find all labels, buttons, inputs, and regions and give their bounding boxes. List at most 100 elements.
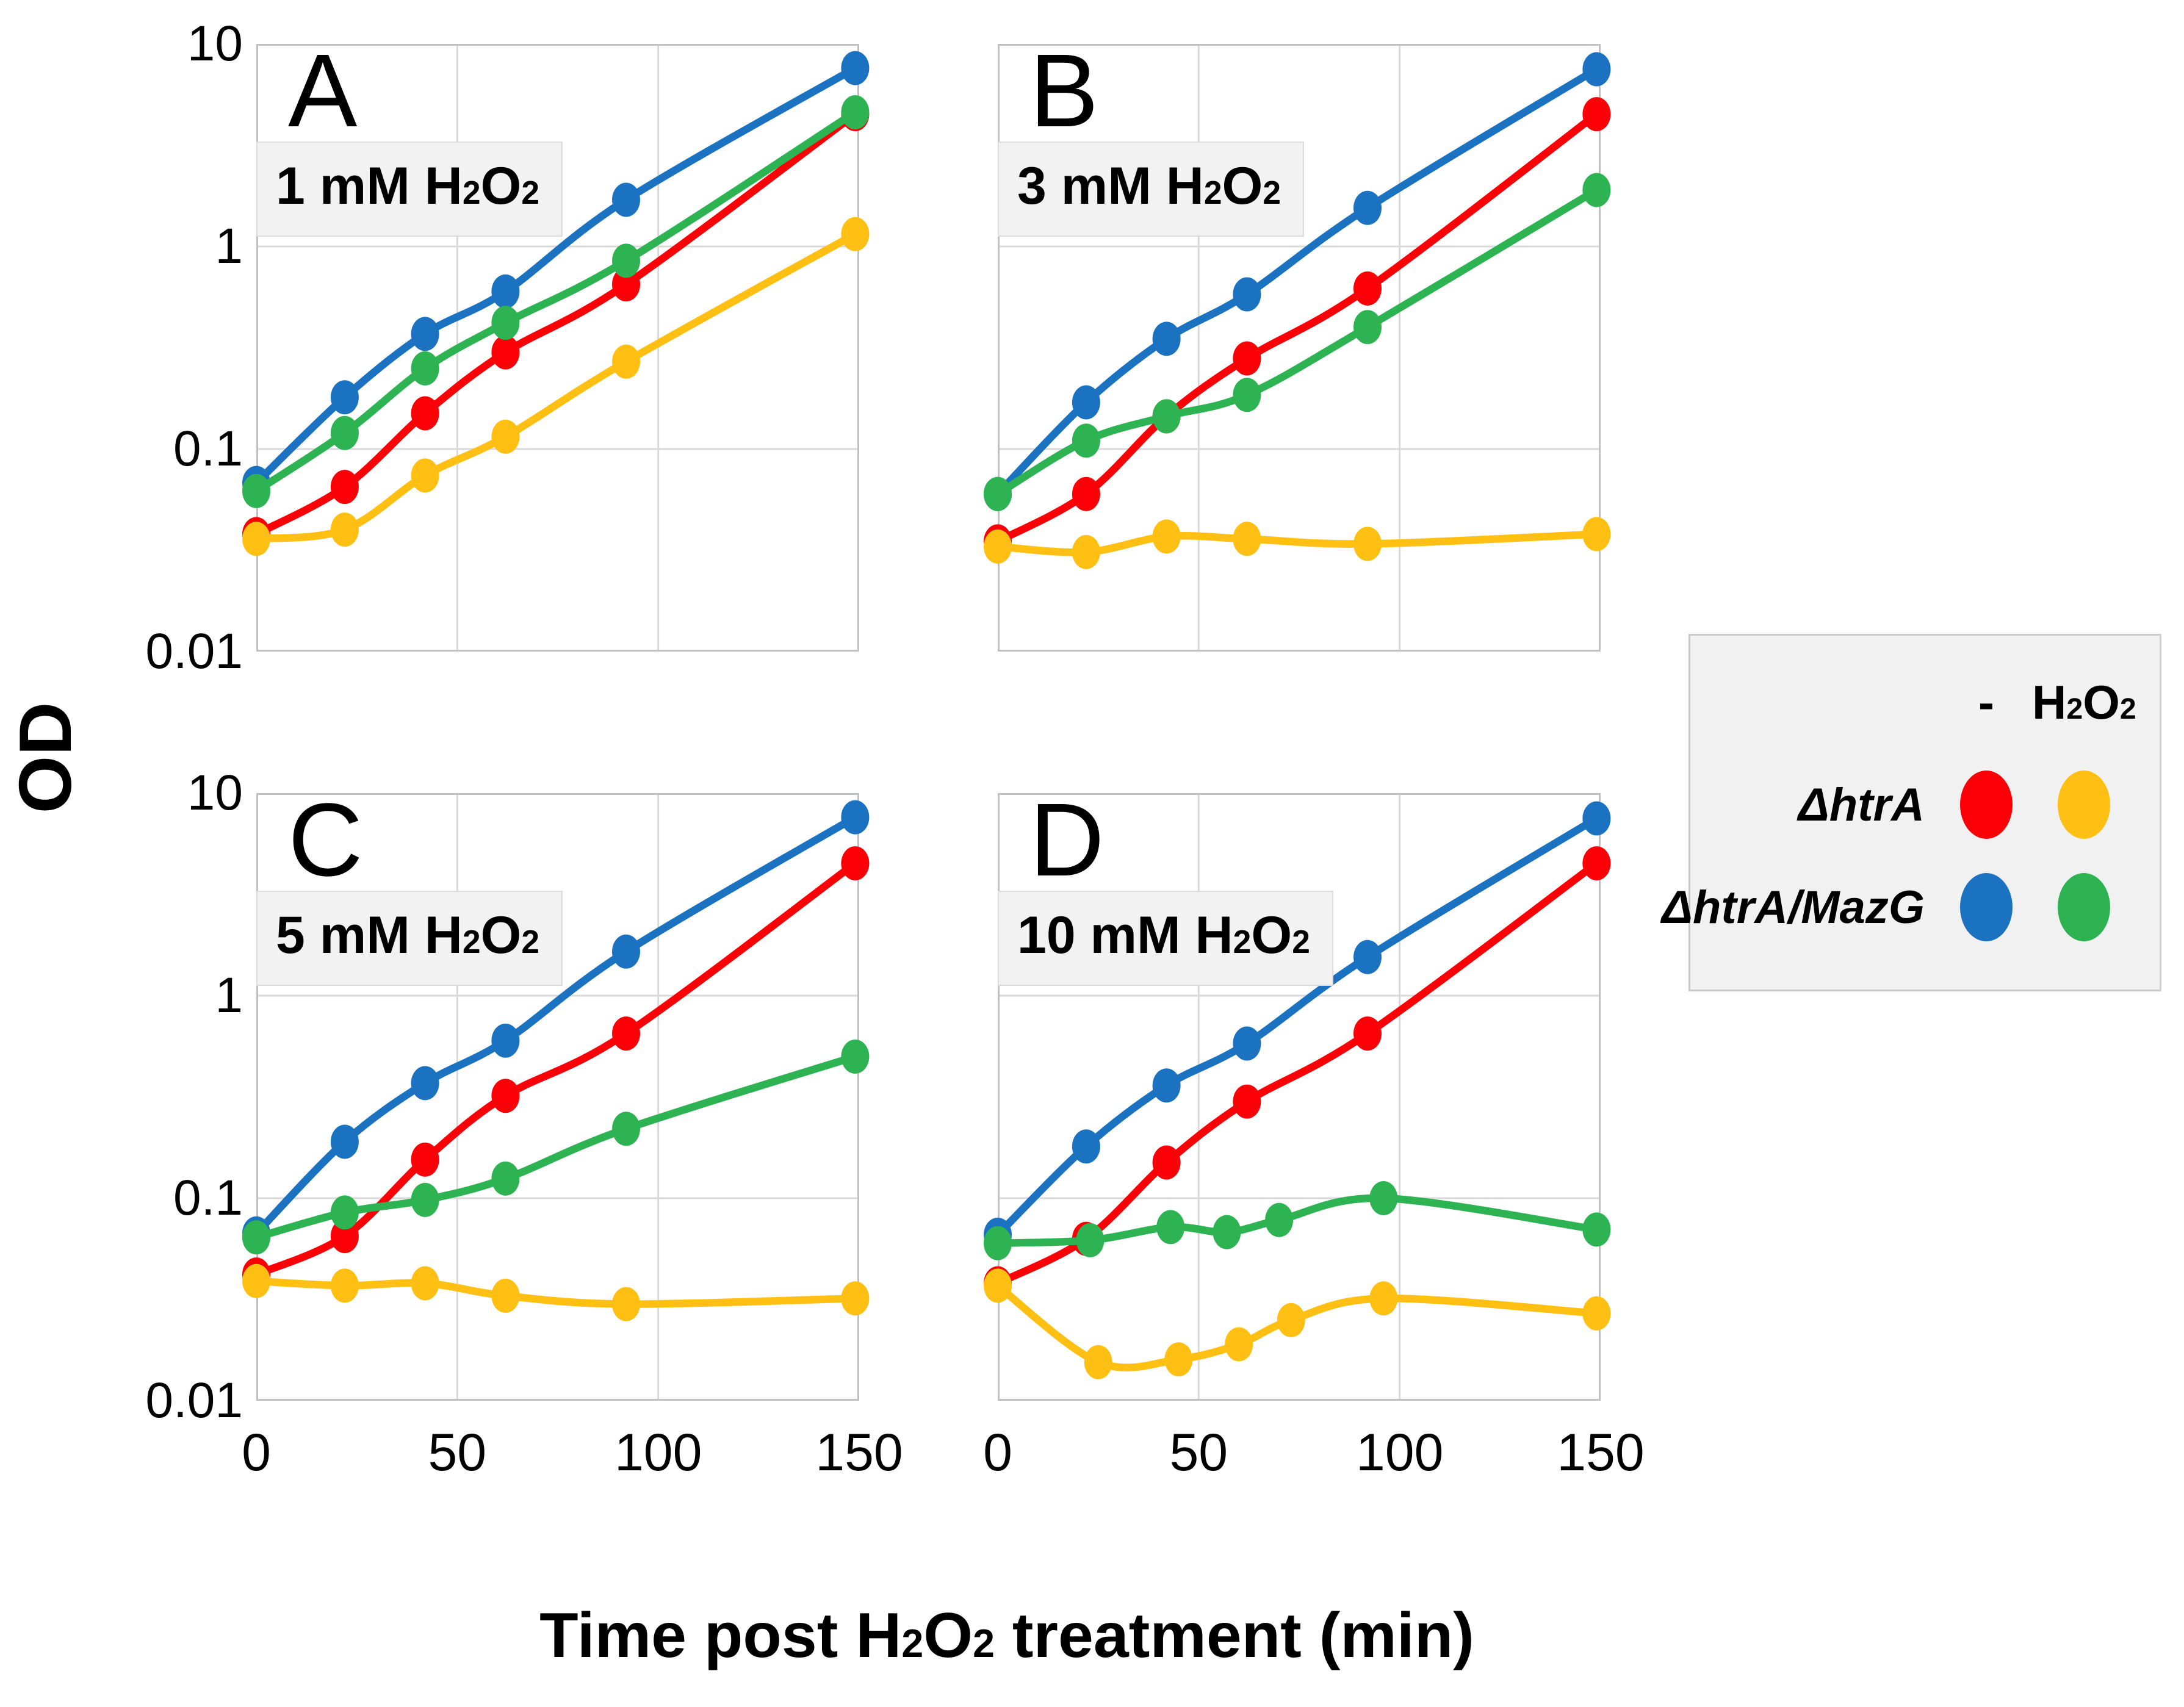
data-point-yellow-5	[1369, 1281, 1398, 1316]
x-tick-100: 100	[614, 1423, 702, 1482]
data-point-yellow-4	[1277, 1303, 1305, 1337]
legend-dot-htra-untreated	[1960, 771, 2013, 839]
data-point-red-3	[491, 1079, 520, 1113]
data-point-red-2	[411, 396, 439, 431]
data-point-yellow-0	[242, 1263, 270, 1298]
data-point-red-5	[1582, 846, 1611, 881]
plot-frame	[998, 44, 1601, 652]
data-point-red-3	[491, 335, 520, 370]
data-point-green-2	[411, 1182, 439, 1217]
x-tick-100: 100	[1355, 1423, 1444, 1482]
y-tick-0.01: 0.01	[145, 1373, 243, 1428]
plot-area-c	[242, 793, 870, 1401]
data-point-green-3	[1213, 1215, 1241, 1249]
data-point-yellow-6	[1582, 1296, 1611, 1331]
data-point-yellow-2	[1164, 1342, 1193, 1377]
data-point-yellow-3	[1233, 522, 1261, 556]
data-point-blue-5	[1582, 801, 1611, 836]
plot-area-a	[242, 44, 870, 652]
data-point-red-2	[411, 1142, 439, 1177]
data-point-yellow-2	[1152, 519, 1181, 554]
y-tick-0.1: 0.1	[173, 421, 243, 476]
legend-header-h2o2: H2O2	[2032, 675, 2136, 729]
plot-frame	[998, 793, 1601, 1401]
data-point-blue-2	[411, 317, 439, 351]
data-point-green-4	[612, 1112, 640, 1146]
plot-frame	[256, 44, 859, 652]
x-tick-150: 150	[815, 1423, 903, 1482]
data-point-red-2	[1152, 1145, 1181, 1180]
data-point-yellow-2	[411, 458, 439, 493]
data-point-green-5	[841, 1039, 870, 1074]
data-point-blue-4	[612, 934, 640, 969]
legend-header-untreated: -	[1978, 675, 1994, 729]
data-point-yellow-3	[1225, 1327, 1253, 1362]
data-point-red-1	[330, 470, 359, 505]
data-point-blue-4	[612, 182, 640, 217]
data-point-green-2	[1152, 399, 1181, 434]
x-tick-0: 0	[242, 1423, 271, 1482]
data-point-green-5	[841, 95, 870, 129]
legend-dot-htra-h2o2	[2058, 771, 2111, 839]
data-point-yellow-0	[984, 1268, 1012, 1303]
data-point-red-1	[330, 1219, 359, 1254]
panel-letter-c: C	[288, 782, 363, 898]
data-point-blue-1	[1072, 385, 1100, 420]
data-point-yellow-5	[841, 217, 870, 251]
x-tick-150: 150	[1557, 1423, 1645, 1482]
data-point-yellow-1	[1072, 534, 1100, 569]
data-point-yellow-0	[242, 522, 270, 556]
data-point-green-1	[330, 415, 359, 450]
data-point-red-3	[1233, 341, 1261, 376]
data-point-green-1	[1076, 1223, 1105, 1257]
data-point-yellow-3	[491, 1278, 520, 1313]
y-tick-0.01: 0.01	[145, 624, 243, 679]
data-point-yellow-1	[330, 512, 359, 547]
panel-letter-a: A	[288, 33, 358, 149]
condition-label-c: 5 mM H2O2	[256, 891, 563, 986]
data-point-green-4	[1265, 1202, 1294, 1237]
panel-letter-d: D	[1029, 782, 1105, 898]
data-point-green-0	[242, 1220, 270, 1255]
panel-d: D 10 mM H2O2	[984, 788, 1611, 1401]
y-tick-10: 10	[187, 765, 243, 821]
y-tick-0.1: 0.1	[173, 1170, 243, 1226]
data-point-green-6	[1582, 1212, 1611, 1247]
data-point-yellow-5	[841, 1281, 870, 1316]
data-point-blue-2	[1152, 1068, 1181, 1103]
legend-dot-htra-mazg-h2o2	[2058, 873, 2111, 941]
data-point-blue-4	[1353, 190, 1382, 225]
data-point-blue-1	[330, 1124, 359, 1159]
data-point-green-0	[984, 1226, 1012, 1260]
x-tick-50: 50	[428, 1423, 487, 1482]
data-point-green-4	[612, 243, 640, 278]
x-tick-50: 50	[1169, 1423, 1228, 1482]
data-point-blue-4	[1353, 940, 1382, 974]
data-point-blue-2	[1152, 322, 1181, 356]
data-point-blue-3	[491, 274, 520, 309]
data-point-blue-5	[841, 800, 870, 835]
data-point-yellow-4	[612, 1287, 640, 1321]
data-point-yellow-1	[1084, 1345, 1112, 1379]
data-point-yellow-3	[491, 419, 520, 454]
data-point-green-5	[1369, 1181, 1398, 1215]
data-point-red-4	[1353, 1016, 1382, 1051]
data-point-green-5	[1582, 173, 1611, 207]
data-point-red-1	[1072, 476, 1100, 511]
data-point-green-0	[242, 473, 270, 508]
data-point-yellow-2	[411, 1266, 439, 1301]
data-point-blue-2	[411, 1066, 439, 1101]
data-point-blue-5	[1582, 52, 1611, 87]
condition-label-b: 3 mM H2O2	[998, 142, 1305, 237]
data-point-blue-3	[1233, 277, 1261, 312]
data-point-blue-1	[330, 380, 359, 415]
x-axis-title: Time post H2O2 treatment (min)	[539, 1600, 1474, 1671]
data-point-red-5	[1582, 97, 1611, 132]
data-point-blue-3	[491, 1023, 520, 1058]
data-point-yellow-4	[1353, 526, 1382, 561]
x-tick-0: 0	[983, 1423, 1012, 1482]
